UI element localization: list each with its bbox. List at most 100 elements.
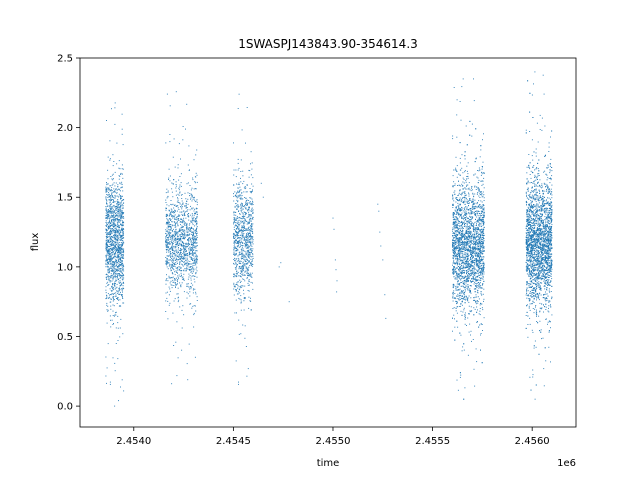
data-point bbox=[171, 265, 173, 266]
data-point bbox=[111, 293, 113, 295]
data-point bbox=[184, 249, 186, 250]
data-point bbox=[463, 215, 465, 217]
data-point bbox=[174, 223, 176, 225]
data-point bbox=[180, 194, 182, 196]
data-point bbox=[119, 265, 121, 267]
data-point bbox=[464, 207, 466, 209]
data-point bbox=[235, 214, 237, 216]
data-point bbox=[177, 275, 179, 277]
data-point bbox=[239, 288, 241, 290]
data-point bbox=[182, 279, 184, 280]
data-point bbox=[235, 268, 237, 270]
data-point bbox=[184, 246, 186, 247]
data-point bbox=[179, 263, 181, 265]
data-point bbox=[171, 224, 173, 226]
data-point bbox=[241, 212, 243, 214]
data-point bbox=[183, 252, 185, 254]
data-point bbox=[109, 271, 111, 273]
data-point bbox=[462, 246, 464, 248]
data-point bbox=[473, 224, 475, 226]
data-point bbox=[252, 236, 254, 238]
data-point bbox=[250, 197, 252, 199]
data-point bbox=[250, 245, 252, 246]
data-point bbox=[121, 234, 123, 236]
data-point bbox=[193, 214, 195, 216]
data-point bbox=[193, 261, 195, 263]
data-point bbox=[109, 211, 111, 213]
data-point bbox=[247, 223, 249, 225]
data-point bbox=[187, 198, 189, 200]
data-point bbox=[188, 254, 190, 256]
data-point bbox=[178, 269, 180, 271]
data-point bbox=[194, 260, 196, 262]
data-point bbox=[249, 249, 251, 251]
data-point bbox=[237, 228, 239, 230]
data-point bbox=[120, 172, 122, 174]
data-point bbox=[123, 257, 125, 259]
data-point bbox=[456, 264, 458, 266]
data-point bbox=[110, 290, 112, 291]
data-point bbox=[234, 237, 236, 239]
data-point bbox=[117, 297, 118, 299]
data-point bbox=[190, 249, 192, 251]
data-point bbox=[122, 255, 124, 257]
data-point bbox=[119, 211, 121, 213]
data-point bbox=[177, 301, 179, 303]
data-point bbox=[239, 254, 241, 255]
data-point bbox=[106, 242, 108, 244]
data-point bbox=[249, 203, 251, 205]
data-point bbox=[176, 205, 178, 207]
data-point bbox=[177, 272, 178, 274]
data-point bbox=[169, 239, 171, 240]
data-point bbox=[111, 247, 113, 249]
data-point bbox=[185, 247, 187, 249]
data-point bbox=[190, 239, 192, 241]
data-point bbox=[185, 198, 187, 200]
data-point bbox=[119, 236, 121, 238]
data-point bbox=[179, 244, 181, 246]
data-point bbox=[189, 261, 191, 262]
data-point bbox=[247, 209, 249, 210]
data-point bbox=[241, 227, 243, 229]
data-point bbox=[108, 277, 110, 279]
data-point bbox=[238, 243, 240, 245]
data-point bbox=[182, 126, 184, 127]
data-point bbox=[464, 214, 466, 216]
data-point bbox=[189, 243, 190, 245]
data-point bbox=[106, 296, 108, 298]
data-point bbox=[110, 326, 112, 328]
data-point bbox=[178, 189, 180, 191]
data-point bbox=[181, 198, 183, 199]
data-point bbox=[109, 258, 111, 260]
data-point bbox=[121, 133, 123, 135]
data-point bbox=[175, 282, 176, 284]
data-point bbox=[122, 269, 123, 271]
data-point bbox=[115, 246, 116, 248]
data-point bbox=[233, 218, 235, 220]
data-point bbox=[234, 233, 235, 235]
data-point bbox=[181, 327, 183, 329]
data-point bbox=[241, 248, 243, 250]
data-point bbox=[236, 272, 238, 274]
data-point bbox=[462, 290, 464, 292]
data-point bbox=[123, 217, 125, 219]
data-point bbox=[482, 268, 484, 270]
data-point bbox=[122, 225, 123, 227]
data-point bbox=[482, 195, 484, 197]
data-point bbox=[117, 226, 118, 228]
data-point bbox=[470, 258, 471, 260]
data-point bbox=[244, 260, 246, 262]
data-point bbox=[173, 138, 175, 140]
data-point bbox=[108, 225, 110, 227]
data-point bbox=[111, 225, 112, 226]
data-point bbox=[115, 220, 117, 222]
data-point bbox=[191, 271, 193, 273]
data-point bbox=[172, 259, 174, 261]
data-point bbox=[167, 191, 169, 193]
data-point bbox=[116, 208, 118, 210]
data-point bbox=[452, 285, 454, 287]
data-point bbox=[118, 293, 120, 295]
data-point bbox=[236, 245, 238, 247]
data-point bbox=[108, 196, 110, 198]
data-point bbox=[111, 270, 113, 272]
